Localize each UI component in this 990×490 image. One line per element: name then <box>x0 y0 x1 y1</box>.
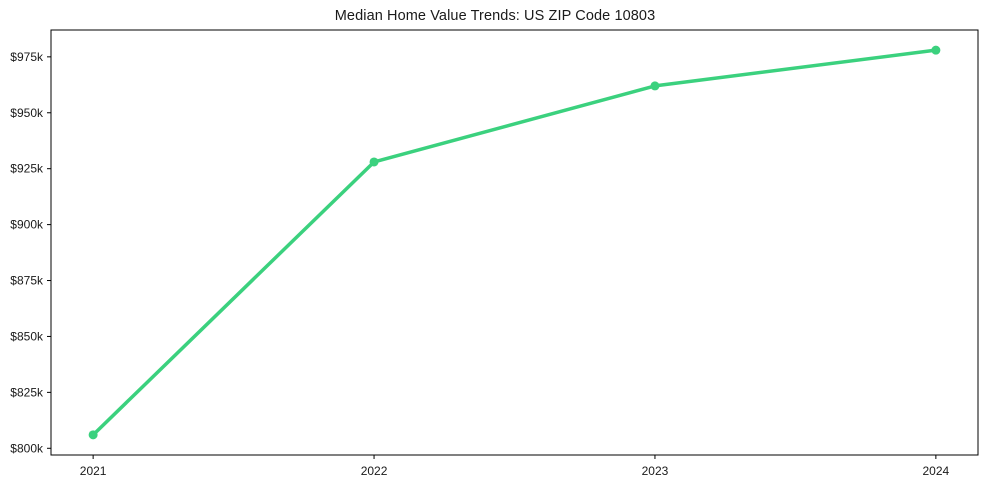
y-tick-label: $800k <box>10 441 44 455</box>
trend-line <box>91 48 938 437</box>
y-tick-label: $850k <box>10 329 44 343</box>
x-tick-label: 2022 <box>361 464 388 478</box>
data-point <box>88 430 98 440</box>
x-tick-label: 2024 <box>923 464 950 478</box>
data-point <box>650 81 660 91</box>
y-tick-label: $950k <box>10 106 44 120</box>
data-point <box>931 45 941 55</box>
y-tick-label: $900k <box>10 218 44 232</box>
y-tick-label: $825k <box>10 385 44 399</box>
data-point <box>369 157 379 167</box>
x-tick-label: 2023 <box>642 464 669 478</box>
x-tick-label: 2021 <box>80 464 107 478</box>
y-tick-label: $925k <box>10 162 44 176</box>
y-tick-label: $975k <box>10 50 44 64</box>
chart-title: Median Home Value Trends: US ZIP Code 10… <box>334 8 656 24</box>
plot-frame <box>50 29 979 456</box>
y-tick-label: $875k <box>10 274 44 288</box>
